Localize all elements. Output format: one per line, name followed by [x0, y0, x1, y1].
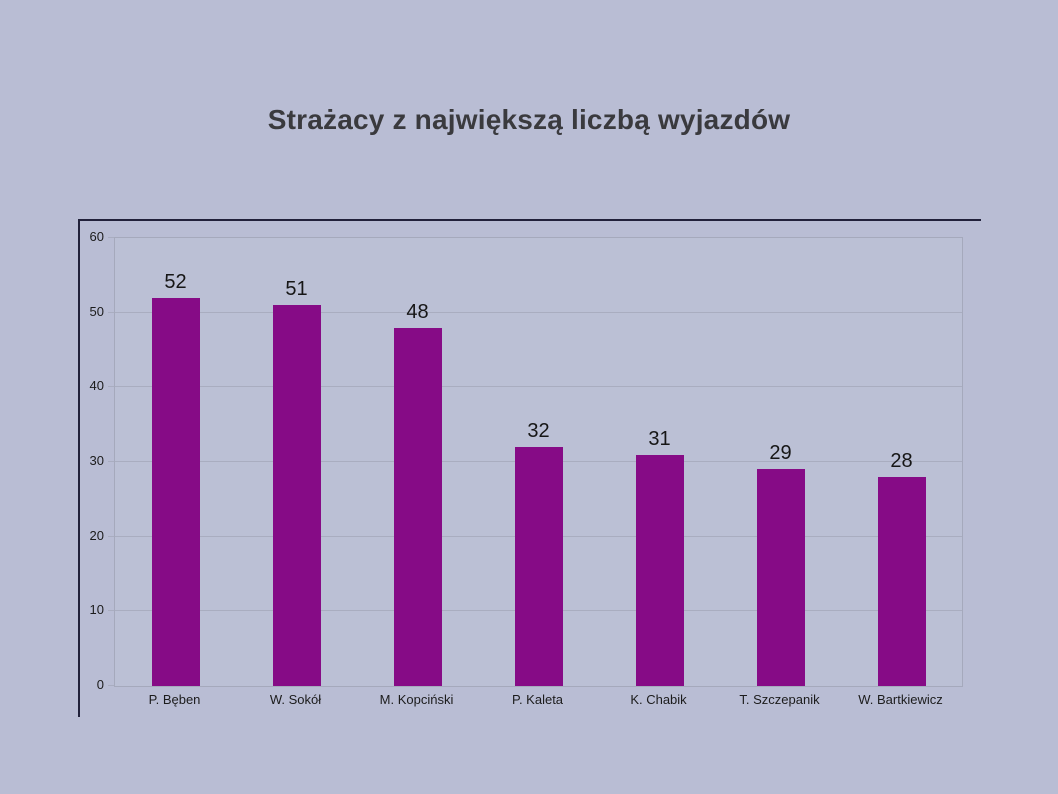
gridline-40	[115, 386, 962, 388]
bar-5	[635, 454, 684, 686]
category-cell-7: 28	[841, 238, 962, 686]
data-label-1: 52	[164, 270, 187, 293]
x-axis-label-7: W. Bartkiewicz	[858, 692, 943, 707]
y-tick-50	[108, 311, 114, 313]
category-cell-4: 32	[478, 238, 599, 686]
chart-frame-left-border	[78, 219, 80, 717]
chart-title: Strażacy z największą liczbą wyjazdów	[267, 104, 791, 135]
y-tick-30	[108, 461, 114, 462]
y-axis-label-0: 0	[96, 677, 104, 692]
y-axis-label-40: 40	[89, 378, 104, 394]
category-cell-5: 31	[599, 238, 720, 686]
bar-4	[514, 447, 563, 686]
category-cell-2: 51	[236, 238, 357, 686]
category-cell-6: 29	[720, 238, 841, 686]
category-cell-1: 52	[115, 238, 236, 686]
y-axis-label-10: 10	[89, 602, 104, 618]
x-axis-label-5: K. Chabik	[630, 692, 687, 707]
bar-6	[756, 469, 805, 686]
data-label-5: 31	[648, 427, 671, 450]
y-tick-10	[108, 610, 114, 612]
chart-frame-top-border	[78, 219, 981, 221]
x-axis-label-2: W. Sokół	[269, 692, 322, 707]
x-axis-label-6: T. Szczepanik	[739, 692, 820, 707]
y-tick-20	[108, 535, 114, 537]
y-axis-label-50: 50	[89, 303, 104, 319]
data-label-7: 28	[890, 449, 913, 472]
x-axis-label-1: P. Bęben	[148, 692, 201, 707]
gridline-50	[115, 311, 962, 313]
bar-7	[877, 476, 926, 686]
y-tick-60	[108, 237, 114, 238]
y-tick-40	[108, 386, 114, 388]
y-axis-label-20: 20	[89, 527, 104, 543]
plot-area: 52 51 48 32 31 29 28	[114, 237, 963, 687]
bar-1	[151, 297, 200, 686]
x-axis-label-4: P. Kaleta	[511, 692, 564, 707]
x-axis-label-3: M. Kopciński	[379, 692, 454, 707]
data-label-6: 29	[769, 442, 792, 465]
bar-2	[272, 305, 321, 686]
data-label-3: 48	[406, 300, 429, 323]
bar-3	[393, 327, 442, 686]
y-tick-0	[108, 685, 114, 686]
data-label-4: 32	[527, 420, 550, 443]
y-axis-label-30: 30	[89, 453, 104, 468]
y-axis-label-60: 60	[89, 229, 104, 244]
data-label-2: 51	[285, 278, 308, 301]
category-cell-3: 48	[357, 238, 478, 686]
